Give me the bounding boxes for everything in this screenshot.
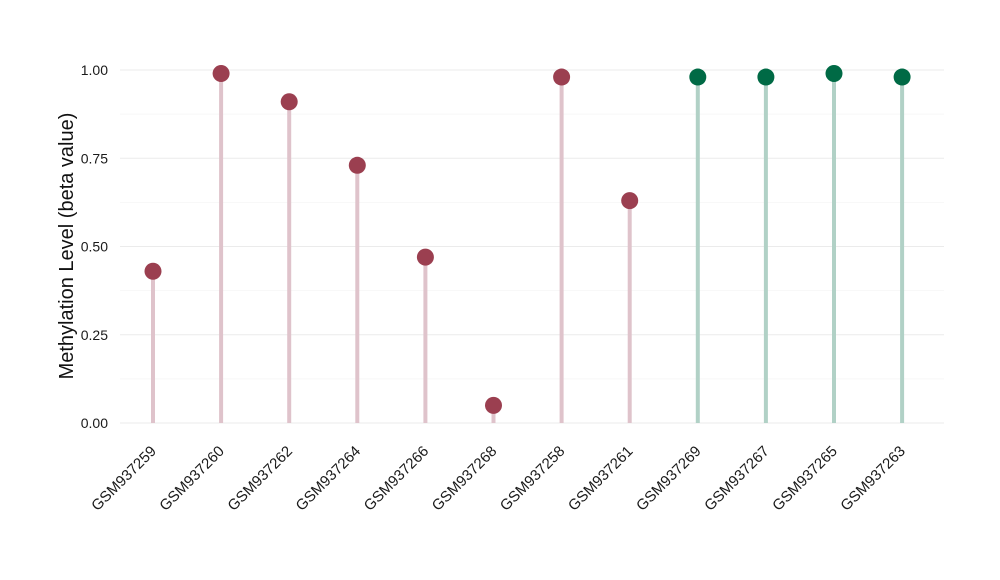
lollipop-point [416, 248, 434, 266]
x-tick-label: GSM937258 [497, 443, 569, 515]
x-tick-label: GSM937261 [565, 443, 637, 515]
lollipop-point [553, 68, 571, 86]
x-tick-label: GSM937269 [633, 443, 705, 515]
x-tick-label: GSM937262 [224, 443, 296, 515]
y-axis-ticks: 0.00 0.25 0.50 0.75 1.00 [81, 62, 108, 431]
x-tick-label: GSM937259 [88, 443, 160, 515]
y-tick-label: 0.25 [81, 327, 108, 343]
x-tick-label: GSM937260 [156, 443, 228, 515]
x-tick-label: GSM937263 [837, 443, 909, 515]
lollipop-point [621, 192, 639, 210]
y-tick-label: 0.00 [81, 415, 108, 431]
lollipop-point [280, 93, 298, 111]
y-tick-label: 0.50 [81, 239, 108, 255]
lollipop-point [212, 65, 230, 83]
x-axis-ticks: GSM937259GSM937260GSM937262GSM937264GSM9… [88, 443, 909, 515]
x-tick-label: GSM937268 [429, 443, 501, 515]
lollipop-point [825, 65, 843, 83]
grid-lines [120, 69, 944, 424]
x-tick-label: GSM937267 [701, 443, 773, 515]
lollipop-point [144, 262, 162, 280]
lollipop-point [757, 68, 775, 86]
lollipop-points [144, 65, 911, 414]
x-tick-label: GSM937264 [293, 443, 365, 515]
y-tick-label: 1.00 [81, 62, 108, 78]
lollipop-stems [151, 73, 905, 423]
y-tick-label: 0.75 [81, 150, 108, 166]
y-axis-title: Methylation Level (beta value) [56, 113, 78, 380]
x-tick-label: GSM937266 [361, 443, 433, 515]
x-tick-label: GSM937265 [769, 443, 841, 515]
lollipop-point [348, 156, 366, 174]
lollipop-point [689, 68, 707, 86]
lollipop-point [485, 396, 502, 414]
lollipop-point [893, 68, 911, 86]
